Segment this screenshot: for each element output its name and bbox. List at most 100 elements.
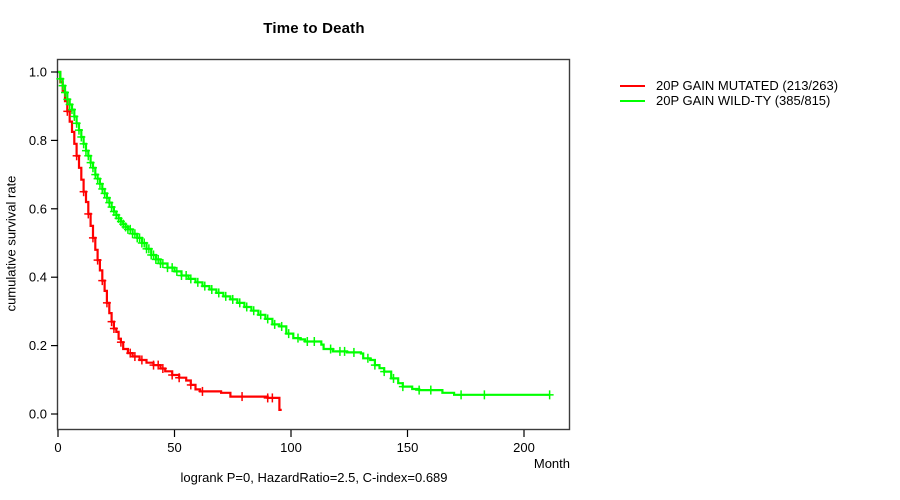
censor-mark bbox=[58, 81, 67, 91]
censor-mark bbox=[107, 317, 116, 327]
censor-mark bbox=[130, 352, 139, 362]
censor-mark bbox=[186, 274, 195, 284]
censor-mark bbox=[84, 151, 93, 161]
x-tick-label: 0 bbox=[54, 440, 61, 455]
censor-mark bbox=[398, 382, 407, 392]
censor-mark bbox=[207, 285, 216, 295]
censor-mark bbox=[175, 373, 184, 383]
censor-mark bbox=[186, 380, 195, 390]
censor-mark bbox=[380, 367, 389, 377]
censor-mark bbox=[480, 390, 489, 400]
x-tick-label: 100 bbox=[280, 440, 302, 455]
censor-mark bbox=[415, 385, 424, 395]
censor-mark bbox=[326, 344, 335, 354]
censor-mark bbox=[235, 298, 244, 308]
censor-mark bbox=[109, 324, 118, 333]
survival-curves bbox=[56, 70, 554, 411]
x-tick-label: 200 bbox=[513, 440, 535, 455]
censor-mark bbox=[102, 298, 111, 308]
censor-mark bbox=[56, 74, 65, 84]
legend: 20P GAIN MUTATED (213/263) 20P GAIN WILD-… bbox=[620, 78, 838, 108]
censor-mark bbox=[140, 238, 149, 248]
censor-mark bbox=[60, 88, 69, 98]
censor-mark bbox=[144, 244, 153, 254]
censor-mark bbox=[293, 333, 302, 343]
censor-mark bbox=[193, 277, 202, 287]
censor-mark bbox=[86, 158, 95, 168]
y-tick-label: 0.8 bbox=[29, 133, 47, 148]
x-tick-label: 150 bbox=[397, 440, 419, 455]
censor-mark bbox=[168, 370, 177, 380]
legend-row: 20P GAIN WILD-TY (385/815) bbox=[620, 93, 838, 108]
censor-mark bbox=[93, 174, 102, 184]
censor-mark bbox=[72, 151, 81, 161]
censor-mark bbox=[63, 106, 72, 116]
survival-curve-wildtype bbox=[56, 70, 554, 400]
censor-mark bbox=[81, 146, 90, 156]
legend-line-sample bbox=[620, 99, 645, 102]
x-axis-label: Month bbox=[533, 456, 570, 471]
censor-mark bbox=[363, 353, 372, 363]
y-tick-label: 0.2 bbox=[29, 338, 47, 353]
censor-mark bbox=[340, 346, 349, 356]
survival-curve-mutated bbox=[58, 70, 282, 411]
censor-mark bbox=[63, 94, 72, 104]
censor-mark bbox=[228, 294, 237, 304]
chart-title: Time to Death bbox=[263, 20, 365, 37]
censor-mark bbox=[88, 163, 97, 173]
legend-label: 20P GAIN WILD-TY (385/815) bbox=[656, 93, 831, 108]
censor-mark bbox=[168, 263, 177, 273]
legend-label: 20P GAIN MUTATED (213/263) bbox=[656, 78, 839, 93]
censor-mark bbox=[270, 319, 279, 329]
legend-row: 20P GAIN MUTATED (213/263) bbox=[620, 78, 838, 93]
censor-mark bbox=[154, 360, 163, 370]
censor-mark bbox=[370, 360, 379, 370]
censor-mark bbox=[135, 233, 144, 243]
censor-mark bbox=[88, 233, 97, 243]
y-tick-label: 0.0 bbox=[29, 407, 47, 422]
censor-mark bbox=[198, 386, 207, 396]
y-tick-label: 0.4 bbox=[29, 270, 47, 285]
censor-mark bbox=[277, 321, 286, 331]
censor-mark bbox=[84, 209, 93, 219]
censor-mark bbox=[256, 310, 265, 320]
axis-ticks: 0.0 0.2 0.4 0.6 0.8 1.0 0 50 100 150 200 bbox=[29, 65, 535, 456]
censor-mark bbox=[214, 288, 223, 298]
censor-mark bbox=[242, 302, 251, 312]
censor-mark bbox=[221, 291, 230, 301]
censor-mark bbox=[158, 259, 167, 269]
censor-mark bbox=[545, 390, 554, 400]
stats-annotation: logrank P=0, HazardRatio=2.5, C-index=0.… bbox=[180, 470, 448, 485]
censor-mark bbox=[182, 270, 191, 280]
censor-mark bbox=[93, 255, 102, 265]
censor-mark bbox=[263, 314, 272, 324]
censor-mark bbox=[74, 125, 83, 135]
censor-mark bbox=[79, 187, 88, 197]
censor-mark bbox=[238, 392, 247, 402]
censor-mark bbox=[200, 281, 209, 291]
legend-line-sample bbox=[620, 84, 645, 87]
censor-mark bbox=[72, 118, 81, 128]
y-tick-label: 0.6 bbox=[29, 201, 47, 216]
plot-box bbox=[56, 58, 571, 431]
censor-mark bbox=[158, 364, 167, 374]
censor-mark bbox=[310, 336, 319, 346]
censor-mark bbox=[389, 373, 398, 383]
censor-mark bbox=[349, 347, 358, 357]
censor-mark bbox=[77, 132, 86, 142]
y-axis-label: cumulative survival rate bbox=[3, 175, 19, 312]
censor-mark bbox=[268, 393, 277, 403]
censor-mark bbox=[98, 276, 107, 286]
censor-mark bbox=[116, 337, 125, 347]
censor-mark bbox=[65, 99, 74, 109]
censor-mark bbox=[70, 111, 79, 121]
censor-mark bbox=[137, 355, 146, 365]
censor-mark bbox=[172, 266, 181, 276]
censor-mark bbox=[249, 306, 258, 316]
censor-mark bbox=[126, 348, 135, 358]
censor-mark bbox=[303, 336, 312, 346]
censor-mark bbox=[79, 139, 88, 149]
censor-mark bbox=[95, 179, 104, 189]
